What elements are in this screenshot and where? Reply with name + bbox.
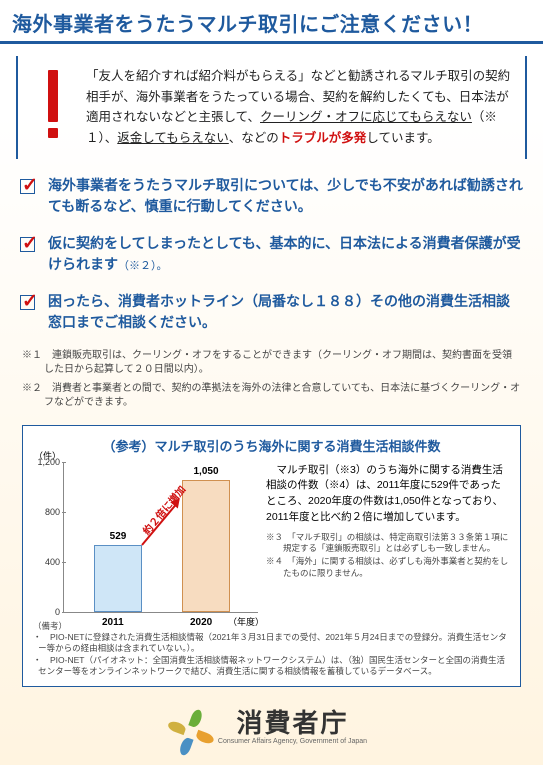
check-item: ✓ 仮に契約をしてしまったとしても、基本的に、日本法による消費者保護が受けられます… bbox=[20, 233, 523, 275]
biko-line: ・ PIO-NET（パイオネット：全国消費生活相談情報ネットワークシステム）は、… bbox=[33, 655, 510, 678]
title-bar: 海外事業者をうたうマルチ取引にご注意ください！ bbox=[0, 0, 543, 44]
checkbox-icon: ✓ bbox=[20, 235, 38, 253]
logo-subtext: Consumer Affairs Agency, Government of J… bbox=[218, 738, 367, 745]
chart-section: （参考）マルチ取引のうち海外に関する消費生活相談件数 （件） （年度） 0400… bbox=[22, 425, 521, 687]
warning-box: 「友人を紹介すれば紹介料がもらえる」などと勧誘されるマルチ取引の契約相手が、海外… bbox=[16, 56, 527, 159]
chart-explain-column: マルチ取引（※3）のうち海外に関する消費生活相談の件数（※4）は、2011年度に… bbox=[266, 463, 510, 613]
x-tick: 2020 bbox=[190, 617, 212, 628]
chart-note: ※３ 「マルチ取引」の相談は、特定商取引法第３３条第１項に規定する「連鎖販売取引… bbox=[266, 532, 510, 555]
footnotes: ※１ 連鎖販売取引は、クーリング・オフをすることができます（クーリング・オフ期間… bbox=[22, 349, 521, 411]
footnote: ※２ 消費者と事業者との間で、契約の準拠法を海外の法律と合意していても、日本法に… bbox=[22, 382, 521, 411]
biko-line: ・ PIO-NETに登録された消費生活相談情報（2021年３月31日までの受付、… bbox=[33, 632, 510, 655]
y-tick: 0 bbox=[32, 607, 60, 617]
chart-footnotes: （備考）・ PIO-NETに登録された消費生活相談情報（2021年３月31日まで… bbox=[33, 621, 510, 678]
checklist: ✓ 海外事業者をうたうマルチ取引については、少しでも不安があれば勧誘されても断るな… bbox=[20, 175, 523, 333]
bar-value-label: 529 bbox=[95, 531, 141, 542]
bar: 1,050 bbox=[182, 480, 230, 611]
warning-text: 「友人を紹介すれば紹介料がもらえる」などと勧誘されるマルチ取引の契約相手が、海外… bbox=[86, 66, 513, 149]
exclamation-icon bbox=[28, 66, 78, 138]
logo-icon bbox=[171, 701, 217, 747]
y-tick: 400 bbox=[32, 557, 60, 567]
check-item: ✓ 困ったら、消費者ホットライン（局番なし１８８）その他の消費生活相談窓口までご相… bbox=[20, 291, 523, 333]
x-tick: 2011 bbox=[102, 617, 124, 628]
bar-value-label: 1,050 bbox=[183, 466, 229, 477]
page-title: 海外事業者をうたうマルチ取引にご注意ください！ bbox=[12, 8, 531, 37]
check-text: 仮に契約をしてしまったとしても、基本的に、日本法による消費者保護が受けられます（… bbox=[48, 233, 523, 275]
y-tick: 800 bbox=[32, 507, 60, 517]
chart-title: （参考）マルチ取引のうち海外に関する消費生活相談件数 bbox=[33, 436, 510, 455]
chart-notes: ※３ 「マルチ取引」の相談は、特定商取引法第３３条第１項に規定する「連鎖販売取引… bbox=[266, 532, 510, 580]
check-text: 海外事業者をうたうマルチ取引については、少しでも不安があれば勧誘されても断るなど… bbox=[48, 175, 523, 217]
chart-explain: マルチ取引（※3）のうち海外に関する消費生活相談の件数（※4）は、2011年度に… bbox=[266, 463, 510, 526]
agency-logo: 消費者庁 Consumer Affairs Agency, Government… bbox=[0, 703, 543, 745]
y-tick: 1,200 bbox=[32, 457, 60, 467]
x-unit-label: （年度） bbox=[228, 615, 264, 628]
check-item: ✓ 海外事業者をうたうマルチ取引については、少しでも不安があれば勧誘されても断るな… bbox=[20, 175, 523, 217]
logo-text: 消費者庁 bbox=[236, 703, 348, 740]
checkbox-icon: ✓ bbox=[20, 177, 38, 195]
check-text: 困ったら、消費者ホットライン（局番なし１８８）その他の消費生活相談窓口までご相談… bbox=[48, 291, 523, 333]
chart-note: ※４ 「海外」に関する相談は、必ずしも海外事業者と契約をしたものに限りません。 bbox=[266, 556, 510, 579]
bar: 529 bbox=[94, 545, 142, 611]
bar-chart: （件） （年度） 04008001,20052920111,0502020約２倍… bbox=[33, 463, 258, 613]
footnote: ※１ 連鎖販売取引は、クーリング・オフをすることができます（クーリング・オフ期間… bbox=[22, 349, 521, 378]
checkbox-icon: ✓ bbox=[20, 293, 38, 311]
arrow-label: 約２倍に増加 bbox=[138, 481, 188, 537]
